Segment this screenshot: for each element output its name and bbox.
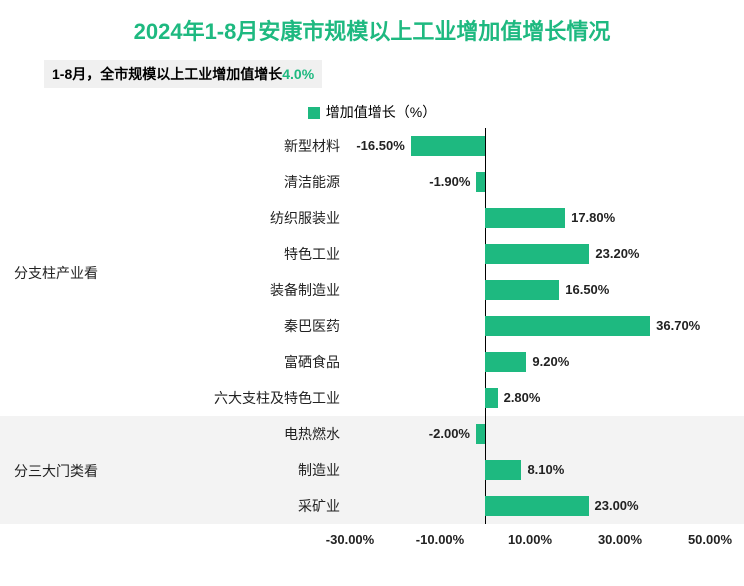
x-axis-tick: 10.00% (508, 532, 552, 547)
x-axis-tick: 30.00% (598, 532, 642, 547)
x-axis-tick: -30.00% (326, 532, 374, 547)
bar-value-label: 16.50% (565, 282, 609, 297)
row-category-label: 秦巴医药 (284, 316, 340, 336)
subtitle-value: 4.0% (282, 66, 314, 82)
row-category-label: 六大支柱及特色工业 (214, 388, 340, 408)
row-category-label: 新型材料 (284, 136, 340, 156)
legend-swatch (308, 107, 320, 119)
bar-value-label: 23.00% (595, 498, 639, 513)
row-category-label: 装备制造业 (270, 280, 340, 300)
bar (485, 352, 526, 372)
chart-row: 纺织服装业 17.80% (0, 200, 744, 236)
page-title: 2024年1-8月安康市规模以上工业增加值增长情况 (0, 0, 744, 46)
chart-row: 秦巴医药 36.70% (0, 308, 744, 344)
row-category-label: 电热燃水 (284, 424, 340, 444)
row-category-label: 采矿业 (298, 496, 340, 516)
bar-value-label: 8.10% (527, 462, 564, 477)
chart-row: 新型材料 -16.50% (0, 128, 744, 164)
bar-value-label: 2.80% (504, 390, 541, 405)
x-axis-tick: 50.00% (688, 532, 732, 547)
chart-row: 制造业 8.10% (0, 452, 744, 488)
chart-row: 电热燃水 -2.00% (0, 416, 744, 452)
subtitle: 1-8月，全市规模以上工业增加值增长4.0% (44, 60, 322, 88)
bar (476, 424, 485, 444)
bar (485, 388, 498, 408)
bar-chart: 分支柱产业看分三大门类看新型材料-16.50%清洁能源-1.90%纺织服装业17… (0, 128, 744, 578)
bar-value-label: 9.20% (532, 354, 569, 369)
chart-row: 装备制造业 16.50% (0, 272, 744, 308)
legend-label: 增加值增长（%） (326, 104, 436, 120)
subtitle-container: 1-8月，全市规模以上工业增加值增长4.0% (44, 60, 744, 88)
bar-value-label: 17.80% (571, 210, 615, 225)
bar (411, 136, 485, 156)
row-category-label: 富硒食品 (284, 352, 340, 372)
chart-row: 采矿业 23.00% (0, 488, 744, 524)
bar (485, 316, 650, 336)
legend: 增加值增长（%） (0, 102, 744, 122)
bar-value-label: 36.70% (656, 318, 700, 333)
row-category-label: 特色工业 (284, 244, 340, 264)
bar-value-label: 23.20% (595, 246, 639, 261)
chart-row: 特色工业 23.20% (0, 236, 744, 272)
bar (485, 496, 589, 516)
bar (476, 172, 485, 192)
bar (485, 244, 589, 264)
bar (485, 208, 565, 228)
row-category-label: 制造业 (298, 460, 340, 480)
subtitle-prefix: 1-8月，全市规模以上工业增加值增长 (52, 66, 282, 82)
row-category-label: 清洁能源 (284, 172, 340, 192)
chart-row: 六大支柱及特色工业 2.80% (0, 380, 744, 416)
bar (485, 280, 559, 300)
chart-row: 富硒食品 9.20% (0, 344, 744, 380)
chart-row: 清洁能源 -1.90% (0, 164, 744, 200)
bar-value-label: -1.90% (429, 174, 470, 189)
bar-value-label: -16.50% (356, 138, 404, 153)
bar-value-label: -2.00% (429, 426, 470, 441)
x-axis-tick: -10.00% (416, 532, 464, 547)
row-category-label: 纺织服装业 (270, 208, 340, 228)
bar (485, 460, 521, 480)
